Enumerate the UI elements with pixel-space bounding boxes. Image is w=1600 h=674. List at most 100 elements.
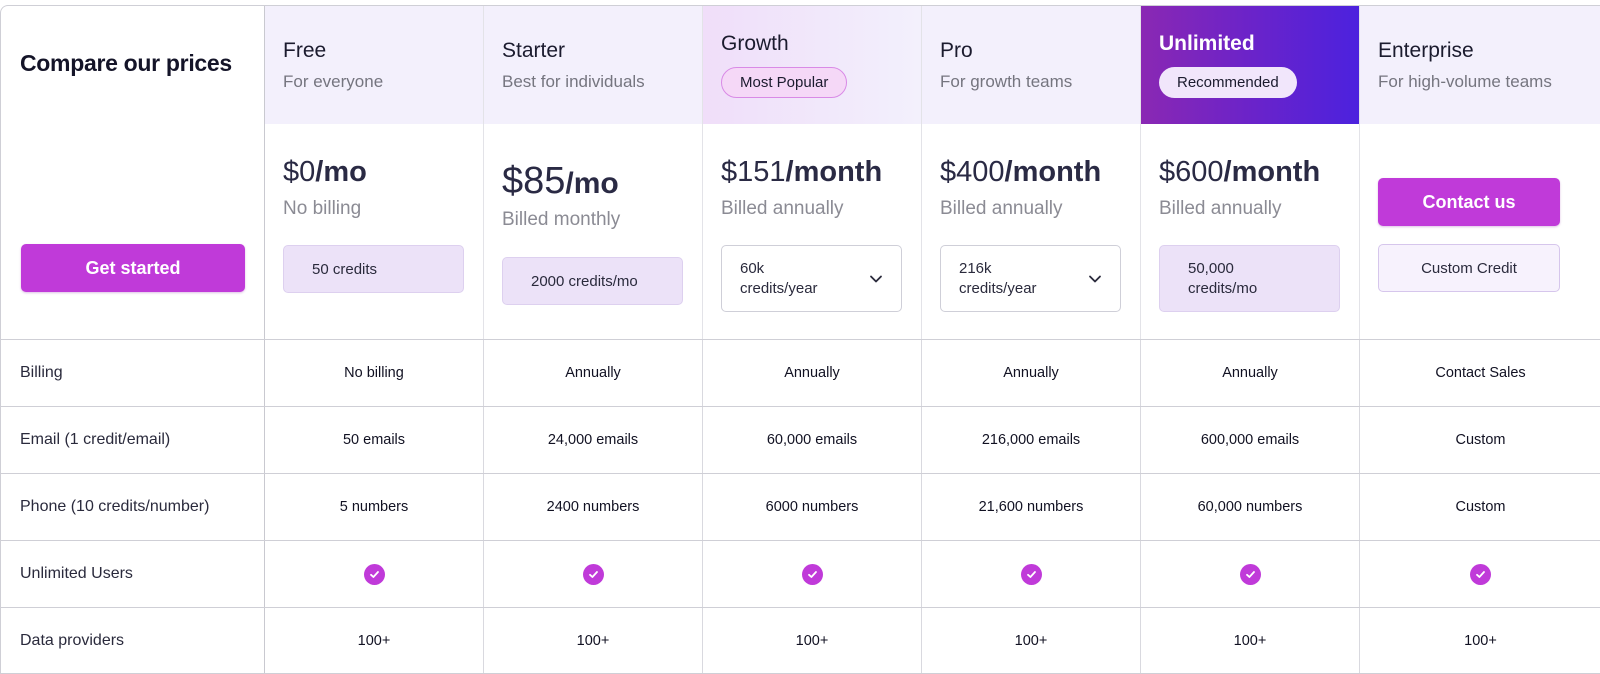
feature-value: Annually bbox=[1141, 340, 1360, 406]
feature-value: 60,000 emails bbox=[703, 407, 922, 473]
credits-box: 2000 credits/mo bbox=[502, 257, 683, 305]
billing-note: Billed annually bbox=[1159, 198, 1282, 219]
credits-label: 2000 credits/mo bbox=[531, 272, 638, 290]
feature-value: Annually bbox=[922, 340, 1141, 406]
check-icon bbox=[1020, 563, 1042, 585]
plan-starter: Starter Best for individuals $85/mo Bill… bbox=[484, 6, 703, 339]
plan-name: Unlimited bbox=[1159, 32, 1255, 55]
credits-dropdown[interactable]: 60k credits/year bbox=[721, 245, 902, 312]
plan-subtitle: For growth teams bbox=[940, 72, 1073, 91]
price-amount: $0 bbox=[283, 156, 316, 188]
credits-value: 50,000 credits/mo bbox=[1188, 259, 1257, 299]
most-popular-badge: Most Popular bbox=[721, 67, 848, 98]
price-period: /mo bbox=[315, 156, 367, 188]
feature-value: Annually bbox=[703, 340, 922, 406]
price-period: /month bbox=[785, 156, 883, 188]
feature-value bbox=[1360, 541, 1600, 607]
price-amount: $400 bbox=[940, 156, 1005, 188]
feature-row-email: Email (1 credit/email) 50 emails 24,000 … bbox=[1, 406, 1600, 473]
plan-subtitle: For everyone bbox=[283, 72, 384, 91]
feature-value bbox=[922, 541, 1141, 607]
credits-box: 50,000 credits/mo bbox=[1159, 245, 1340, 312]
billing-note: No billing bbox=[283, 198, 362, 219]
page-title: Compare our prices bbox=[20, 50, 232, 76]
feature-value: Custom bbox=[1455, 499, 1506, 515]
feature-row-phone: Phone (10 credits/number) 5 numbers 2400… bbox=[1, 473, 1600, 540]
feature-value bbox=[484, 541, 703, 607]
credits-amount: 60k bbox=[740, 259, 765, 277]
plan-header: Free For everyone bbox=[265, 6, 483, 124]
plan-subtitle: Best for individuals bbox=[502, 72, 645, 91]
contact-us-button[interactable]: Contact us bbox=[1378, 178, 1560, 226]
billing-note: Billed annually bbox=[721, 198, 844, 219]
plan-header: Unlimited Recommended bbox=[1141, 6, 1359, 124]
feature-row-data-providers: Data providers 100+ 100+ 100+ 100+ 100+ … bbox=[1, 607, 1600, 673]
feature-value: 60,000 numbers bbox=[1141, 474, 1360, 540]
feature-value: 6000 numbers bbox=[703, 474, 922, 540]
price-period: /mo bbox=[565, 167, 619, 200]
feature-value: Annually bbox=[484, 340, 703, 406]
feature-value: 100+ bbox=[703, 608, 922, 673]
feature-value: 100+ bbox=[265, 608, 484, 673]
price-amount: $85 bbox=[502, 160, 566, 202]
plan-unlimited: Unlimited Recommended $600/month Billed … bbox=[1141, 6, 1360, 339]
price-amount: $600 bbox=[1159, 156, 1224, 188]
custom-credit-button[interactable]: Custom Credit bbox=[1378, 244, 1560, 292]
check-icon bbox=[582, 563, 604, 585]
check-icon bbox=[801, 563, 823, 585]
feature-value: 100+ bbox=[1141, 608, 1360, 673]
feature-label: Phone (10 credits/number) bbox=[1, 474, 265, 540]
plan-enterprise: Enterprise For high-volume teams Contact… bbox=[1360, 6, 1600, 339]
credits-amount: 50,000 bbox=[1188, 259, 1234, 277]
check-icon bbox=[363, 563, 385, 585]
feature-value: 100+ bbox=[1464, 633, 1497, 649]
intro-column: Compare our prices Get started bbox=[1, 6, 265, 339]
pricing-table: Compare our prices Get started Free For … bbox=[0, 5, 1600, 674]
feature-value: 2400 numbers bbox=[484, 474, 703, 540]
feature-label: Billing bbox=[1, 340, 265, 406]
credits-value: 216k credits/year bbox=[959, 259, 1037, 299]
plan-header: Pro For growth teams bbox=[922, 6, 1140, 124]
plan-name: Free bbox=[283, 39, 327, 62]
feature-row-billing: Billing No billing Annually Annually Ann… bbox=[1, 339, 1600, 406]
plan-subtitle: For high-volume teams bbox=[1378, 72, 1552, 91]
feature-value: No billing bbox=[265, 340, 484, 406]
plan-name: Enterprise bbox=[1378, 39, 1474, 62]
recommended-badge: Recommended bbox=[1159, 67, 1297, 98]
feature-value: Contact Sales bbox=[1435, 365, 1526, 381]
price-amount: $151 bbox=[721, 156, 786, 188]
plan-header: Growth Most Popular bbox=[703, 6, 921, 124]
credits-unit: credits/year bbox=[740, 279, 818, 297]
feature-value bbox=[1141, 541, 1360, 607]
plan-pro: Pro For growth teams $400/month Billed a… bbox=[922, 6, 1141, 339]
feature-value: 50 emails bbox=[265, 407, 484, 473]
plan-price: $400/month bbox=[940, 156, 1101, 189]
feature-rows: Billing No billing Annually Annually Ann… bbox=[1, 339, 1600, 673]
price-period: /month bbox=[1004, 156, 1102, 188]
price-period: /month bbox=[1223, 156, 1321, 188]
feature-value: 600,000 emails bbox=[1141, 407, 1360, 473]
plan-name: Growth bbox=[721, 32, 789, 55]
credits-box: 50 credits bbox=[283, 245, 464, 293]
feature-label: Data providers bbox=[1, 608, 265, 673]
chevron-down-icon bbox=[1089, 275, 1101, 282]
feature-value: 21,600 numbers bbox=[922, 474, 1141, 540]
feature-value: Custom bbox=[1455, 432, 1506, 448]
feature-label: Email (1 credit/email) bbox=[1, 407, 265, 473]
billing-note: Billed annually bbox=[940, 198, 1063, 219]
credits-dropdown[interactable]: 216k credits/year bbox=[940, 245, 1121, 312]
feature-value: 24,000 emails bbox=[484, 407, 703, 473]
billing-note: Billed monthly bbox=[502, 209, 621, 230]
get-started-button[interactable]: Get started bbox=[21, 244, 245, 292]
plan-price: $0/mo bbox=[283, 156, 367, 189]
check-icon bbox=[1239, 563, 1261, 585]
plan-price: $600/month bbox=[1159, 156, 1320, 189]
plan-price: $151/month bbox=[721, 156, 882, 189]
feature-value bbox=[265, 541, 484, 607]
chevron-down-icon bbox=[870, 275, 882, 282]
feature-row-users: Unlimited Users bbox=[1, 540, 1600, 607]
feature-label: Unlimited Users bbox=[1, 541, 265, 607]
credits-unit: credits/mo bbox=[1188, 279, 1258, 297]
plan-header: Enterprise For high-volume teams bbox=[1360, 6, 1600, 124]
check-icon bbox=[1470, 563, 1491, 585]
